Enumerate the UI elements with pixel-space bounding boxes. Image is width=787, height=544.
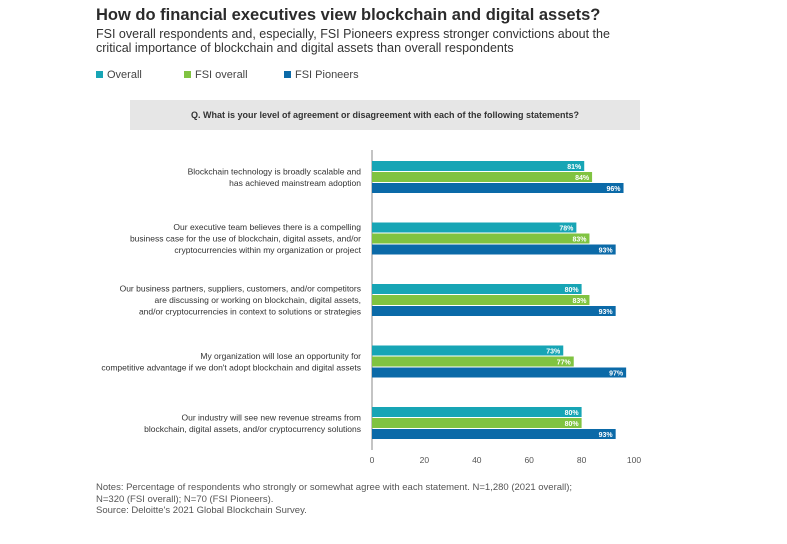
data-label: 77% [557, 359, 572, 366]
notes-source: Source: Deloitte's 2021 Global Blockchai… [96, 505, 307, 516]
legend-item-fsi-overall: FSI overall [184, 69, 248, 81]
chart-title: How do financial executives view blockch… [96, 6, 601, 24]
data-label: 80% [565, 287, 580, 294]
category-label: Our business partners, suppliers, custom… [120, 284, 361, 294]
category-label: cryptocurrencies within my organization … [174, 245, 361, 255]
data-label: 80% [565, 410, 580, 417]
chart-notes: Notes: Percentage of respondents who str… [96, 482, 656, 517]
legend-swatch-fsi-pioneers [284, 71, 291, 78]
category-label: and/or cryptocurrencies in context to so… [139, 307, 361, 317]
x-tick-label: 60 [524, 455, 534, 465]
bar [372, 356, 574, 367]
category-label: Our industry will see new revenue stream… [181, 412, 361, 422]
survey-question-banner: Q. What is your level of agreement or di… [130, 100, 640, 130]
data-label: 97% [609, 370, 624, 377]
x-tick-label: 40 [472, 455, 482, 465]
bar [372, 161, 585, 171]
x-tick-label: 0 [370, 455, 375, 465]
category-label: blockchain, digital assets, and/or crypt… [144, 424, 361, 434]
bar [372, 345, 564, 356]
data-label: 78% [559, 225, 574, 232]
legend-swatch-overall [96, 71, 103, 78]
bar [372, 183, 624, 193]
data-label: 93% [599, 247, 614, 254]
data-label: 73% [546, 348, 561, 355]
legend-label-fsi-overall: FSI overall [195, 69, 248, 81]
legend-swatch-fsi-overall [184, 71, 191, 78]
data-label: 83% [572, 298, 587, 305]
category-label: Blockchain technology is broadly scalabl… [188, 166, 362, 176]
bar [372, 429, 616, 439]
notes-line-2: N=320 (FSI overall); N=70 (FSI Pioneers)… [96, 493, 274, 505]
data-label: 93% [599, 432, 614, 439]
bar [372, 244, 616, 255]
x-tick-label: 20 [420, 455, 430, 465]
bar [372, 407, 582, 417]
bar [372, 295, 590, 305]
category-label: My organization will lose an opportunity… [200, 351, 361, 361]
bar [372, 367, 627, 378]
category-label: business case for the use of blockchain,… [130, 234, 361, 244]
legend-label-fsi-pioneers: FSI Pioneers [295, 69, 359, 81]
data-label: 96% [607, 186, 622, 193]
data-label: 81% [567, 164, 582, 171]
legend-item-overall: Overall [96, 69, 142, 81]
data-label: 83% [572, 236, 587, 243]
category-label: are discussing or working on blockchain,… [155, 295, 361, 305]
legend-label-overall: Overall [107, 69, 142, 81]
x-tick-label: 80 [577, 455, 587, 465]
bar [372, 172, 593, 182]
category-label: Our executive team believes there is a c… [173, 222, 361, 232]
data-label: 84% [575, 175, 590, 182]
chart-subtitle: FSI overall respondents and, especially,… [96, 27, 610, 55]
bar [372, 284, 582, 294]
bar [372, 222, 577, 233]
legend-item-fsi-pioneers: FSI Pioneers [284, 69, 359, 81]
data-label: 93% [599, 309, 614, 316]
x-tick-label: 100 [627, 455, 641, 465]
data-label: 80% [565, 421, 580, 428]
category-label: has achieved mainstream adoption [229, 178, 361, 188]
bar [372, 306, 616, 316]
notes-line-1: Notes: Percentage of respondents who str… [96, 482, 573, 493]
bar [372, 418, 582, 428]
bar [372, 233, 590, 244]
category-label: competitive advantage if we don't adopt … [101, 362, 361, 372]
